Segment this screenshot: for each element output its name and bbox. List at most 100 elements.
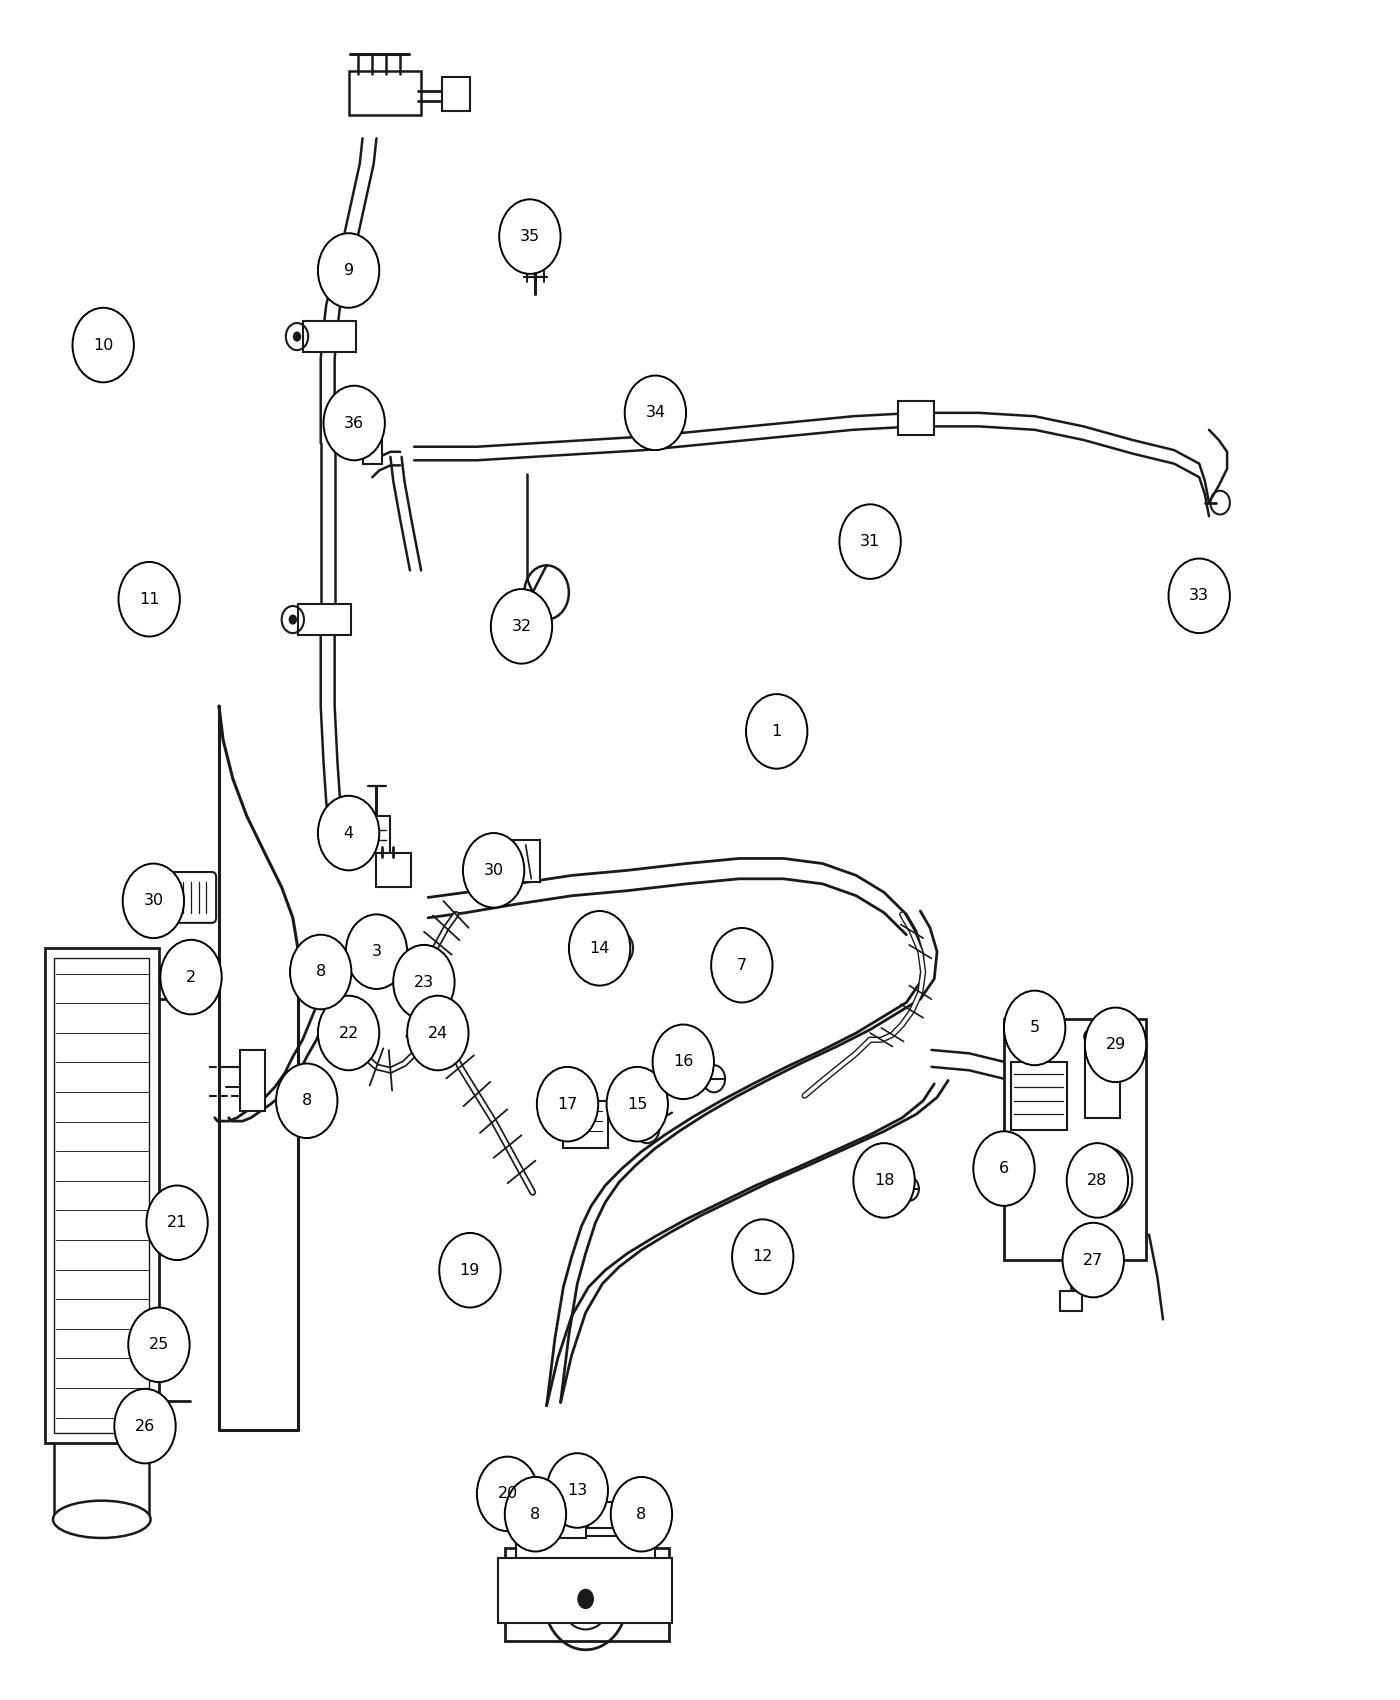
Circle shape — [746, 694, 808, 768]
Circle shape — [1085, 1008, 1147, 1083]
Text: 34: 34 — [645, 405, 665, 420]
Bar — [239, 1051, 265, 1110]
Circle shape — [276, 1064, 337, 1137]
Text: 2: 2 — [186, 969, 196, 984]
Text: 8: 8 — [531, 1506, 540, 1522]
Circle shape — [115, 1389, 175, 1464]
Circle shape — [290, 935, 351, 1010]
Text: 8: 8 — [637, 1506, 647, 1522]
Text: 18: 18 — [874, 1173, 895, 1188]
Circle shape — [1004, 991, 1065, 1066]
Circle shape — [500, 199, 560, 274]
Text: 30: 30 — [143, 892, 164, 908]
Bar — [363, 430, 382, 464]
Text: 5: 5 — [1029, 1020, 1040, 1035]
Text: 4: 4 — [343, 826, 354, 840]
Bar — [300, 1090, 325, 1112]
Bar — [631, 1504, 657, 1528]
Circle shape — [1063, 1222, 1124, 1297]
Bar — [314, 960, 339, 984]
Circle shape — [318, 996, 379, 1071]
Circle shape — [732, 1219, 794, 1294]
Text: 28: 28 — [1088, 1173, 1107, 1188]
Bar — [588, 1503, 613, 1528]
Circle shape — [577, 1590, 594, 1610]
Bar — [55, 959, 150, 1433]
Circle shape — [129, 1307, 189, 1382]
Circle shape — [840, 505, 900, 580]
Text: 25: 25 — [148, 1338, 169, 1352]
Text: 32: 32 — [511, 619, 532, 634]
Ellipse shape — [1084, 1027, 1119, 1047]
Text: 15: 15 — [627, 1096, 647, 1112]
Circle shape — [1169, 559, 1229, 632]
Text: 26: 26 — [134, 1418, 155, 1433]
Circle shape — [536, 1068, 598, 1141]
Text: 13: 13 — [567, 1482, 588, 1498]
Text: 24: 24 — [428, 1025, 448, 1040]
Text: 3: 3 — [371, 944, 381, 959]
Circle shape — [147, 1185, 207, 1260]
Text: 10: 10 — [92, 338, 113, 352]
Bar — [1011, 1062, 1067, 1129]
Circle shape — [546, 1454, 608, 1528]
Circle shape — [323, 386, 385, 461]
Text: 12: 12 — [753, 1250, 773, 1265]
Bar — [897, 401, 934, 435]
Bar — [505, 1549, 669, 1640]
Circle shape — [161, 940, 221, 1015]
Text: 1: 1 — [771, 724, 781, 740]
Circle shape — [505, 1477, 566, 1552]
Circle shape — [318, 796, 379, 870]
Bar — [1085, 1037, 1120, 1117]
Text: 16: 16 — [673, 1054, 693, 1069]
Bar — [442, 76, 470, 110]
Text: 21: 21 — [167, 1216, 188, 1231]
Text: 20: 20 — [497, 1486, 518, 1501]
Bar — [525, 1503, 550, 1527]
Text: 11: 11 — [139, 592, 160, 607]
Bar — [1060, 1290, 1082, 1311]
Circle shape — [440, 1232, 501, 1307]
Circle shape — [346, 915, 407, 989]
Circle shape — [491, 590, 552, 663]
Text: 8: 8 — [315, 964, 326, 979]
Circle shape — [407, 996, 469, 1071]
Text: 27: 27 — [1084, 1253, 1103, 1268]
Circle shape — [568, 911, 630, 986]
Text: 8: 8 — [301, 1093, 312, 1108]
Bar — [498, 1559, 672, 1624]
Circle shape — [652, 1025, 714, 1100]
Bar — [563, 1102, 608, 1148]
Bar — [298, 604, 351, 634]
Text: 7: 7 — [736, 957, 746, 972]
Text: 35: 35 — [519, 230, 540, 245]
Circle shape — [606, 1068, 668, 1141]
Bar — [365, 816, 391, 853]
Bar — [302, 321, 356, 352]
Circle shape — [288, 614, 297, 624]
Text: 31: 31 — [860, 534, 881, 549]
Bar — [45, 949, 160, 1443]
Circle shape — [854, 1142, 914, 1217]
Circle shape — [1067, 1142, 1128, 1217]
Text: 14: 14 — [589, 940, 610, 955]
Bar — [349, 71, 421, 114]
Circle shape — [73, 308, 134, 382]
Circle shape — [393, 945, 455, 1020]
Text: 29: 29 — [1106, 1037, 1126, 1052]
Circle shape — [119, 563, 179, 636]
Text: 33: 33 — [1189, 588, 1210, 604]
Circle shape — [293, 332, 301, 342]
Circle shape — [318, 233, 379, 308]
Text: 9: 9 — [343, 264, 354, 279]
Circle shape — [123, 864, 183, 938]
Text: 36: 36 — [344, 415, 364, 430]
Circle shape — [624, 376, 686, 450]
Bar — [557, 1508, 585, 1539]
Ellipse shape — [53, 1501, 151, 1538]
Text: 30: 30 — [483, 864, 504, 877]
Text: 6: 6 — [1000, 1161, 1009, 1176]
Circle shape — [711, 928, 773, 1003]
Bar — [487, 840, 539, 882]
